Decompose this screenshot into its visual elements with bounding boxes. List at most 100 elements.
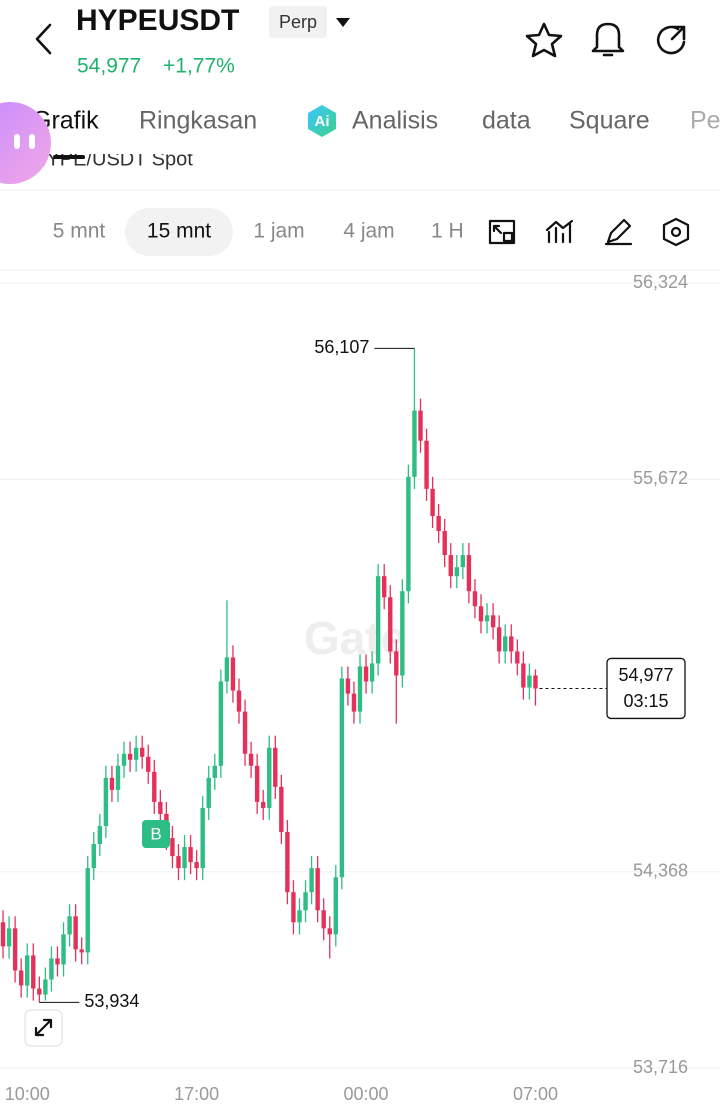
- candle-body: [109, 777, 115, 790]
- candle-body: [176, 856, 181, 869]
- candle-body: [406, 476, 411, 592]
- candle-body: [496, 627, 502, 652]
- candle-body: [509, 636, 514, 652]
- interval-fade: [470, 205, 486, 257]
- overlays: 56,107 53,934 54,977 03:15: [39, 337, 686, 1011]
- candle-body: [37, 988, 42, 995]
- interval[interactable]: 4 jam: [343, 220, 394, 243]
- low-marker-label: 53,934: [84, 991, 139, 1011]
- candle-body: [206, 777, 211, 808]
- candle-body: [363, 666, 369, 682]
- candle-body: [212, 765, 217, 778]
- candle-body: [515, 651, 520, 664]
- candle-body: [375, 576, 381, 664]
- candle-body: [394, 651, 399, 676]
- candle-body: [291, 892, 296, 923]
- candle-body: [357, 666, 363, 712]
- ai-icon: [308, 105, 336, 137]
- candle-body: [200, 807, 205, 869]
- candle-body: [260, 801, 266, 808]
- layout-icon[interactable]: [488, 219, 516, 245]
- candle-body: [49, 958, 54, 980]
- candle-body: [91, 844, 96, 869]
- interval[interactable]: 1 H: [431, 220, 464, 243]
- candle-body: [303, 892, 308, 911]
- candle-body: [18, 970, 24, 986]
- interval-selected-bg: [125, 208, 233, 256]
- candle-body: [285, 832, 290, 893]
- assistant-bubble[interactable]: [0, 102, 51, 184]
- bubble-eye: [29, 134, 35, 149]
- grid: 56,324 55,672 54,368 53,716 10:00 17:00 00:00 0…: [0, 272, 720, 1104]
- expand-icon: [34, 1018, 53, 1037]
- candle-body: [242, 711, 248, 754]
- candle-body: [466, 555, 472, 592]
- candle-body: [61, 934, 66, 965]
- symbol-dropdown[interactable]: [336, 18, 350, 27]
- tab[interactable]: Analisis: [352, 107, 438, 135]
- tab-indicator: [53, 155, 85, 159]
- share-icon[interactable]: [656, 25, 686, 55]
- candle-body: [503, 636, 508, 652]
- candle-body: [309, 868, 314, 893]
- candle-body: [533, 675, 538, 689]
- candle-body: [345, 678, 351, 694]
- settings-icon-dot: [670, 226, 682, 238]
- candle-body: [139, 747, 145, 757]
- interval[interactable]: 15 mnt: [147, 220, 211, 243]
- candle-body: [6, 928, 12, 947]
- candle-body: [158, 801, 163, 814]
- draw-icon[interactable]: [604, 218, 633, 246]
- candle-body: [478, 606, 484, 622]
- candle-body: [31, 955, 36, 989]
- candle-body: [400, 591, 405, 676]
- settings-icon[interactable]: [662, 217, 690, 247]
- y-tick-label: 54,368: [633, 861, 688, 881]
- trade-marker-bg[interactable]: [142, 820, 170, 848]
- candle-body: [127, 753, 133, 760]
- last-price-box: [606, 657, 686, 720]
- candle-body: [490, 615, 496, 628]
- candle-body: [424, 440, 429, 489]
- candles: [0, 348, 538, 1003]
- candle-body: [248, 753, 254, 766]
- candle-body: [236, 690, 242, 712]
- candle-body: [230, 657, 236, 691]
- x-tick-label: 10:00: [5, 1084, 50, 1104]
- candle-body: [170, 838, 175, 857]
- interval[interactable]: 5 mnt: [53, 220, 106, 243]
- candle-body: [224, 657, 230, 682]
- tab[interactable]: Square: [569, 107, 650, 135]
- candle-body: [454, 567, 460, 577]
- candle-body: [12, 928, 18, 971]
- favorite-icon[interactable]: [525, 22, 563, 58]
- candle-body: [0, 922, 6, 947]
- tab[interactable]: Pe: [690, 107, 720, 135]
- candle-body: [103, 777, 109, 826]
- alert-icon[interactable]: [591, 22, 625, 57]
- candle-body: [472, 591, 478, 607]
- candle-body: [521, 663, 526, 688]
- candle-body: [146, 756, 151, 772]
- x-tick-label: 17:00: [174, 1084, 219, 1104]
- indicator-icon[interactable]: [545, 219, 574, 244]
- last-price-countdown: 03:15: [623, 691, 668, 711]
- candle-body: [273, 747, 278, 787]
- tab[interactable]: data: [482, 107, 531, 135]
- candle-body: [55, 958, 60, 965]
- candle-body: [194, 862, 199, 869]
- interval[interactable]: 1 jam: [253, 220, 304, 243]
- candle-body: [97, 825, 103, 845]
- back-button[interactable]: [35, 23, 52, 55]
- tab[interactable]: Ringkasan: [139, 107, 257, 135]
- candle-body: [436, 515, 441, 532]
- x-tick-label: 00:00: [344, 1084, 389, 1104]
- badge: Perp: [279, 12, 317, 32]
- candle-body: [460, 555, 466, 568]
- candle-body: [315, 868, 320, 911]
- candle-body: [351, 693, 357, 712]
- y-tick-label: 55,672: [633, 468, 688, 488]
- candle-body: [43, 979, 48, 995]
- x-tick-label: 07:00: [513, 1084, 558, 1104]
